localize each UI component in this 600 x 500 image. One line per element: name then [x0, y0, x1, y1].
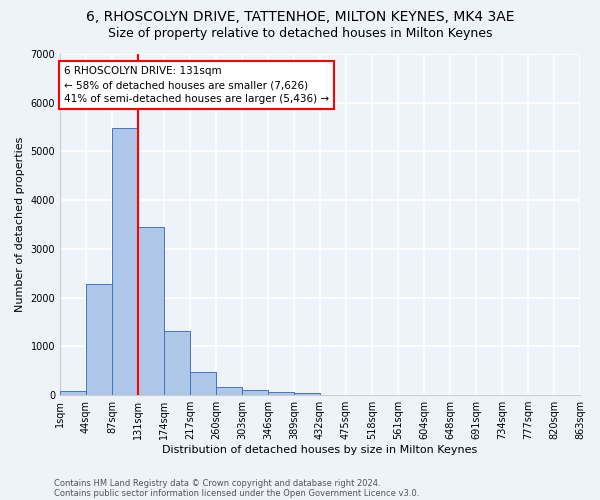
Bar [268, 392, 294, 395]
Bar [242, 390, 268, 395]
Text: 6, RHOSCOLYN DRIVE, TATTENHOE, MILTON KEYNES, MK4 3AE: 6, RHOSCOLYN DRIVE, TATTENHOE, MILTON KE… [86, 10, 514, 24]
Text: Contains HM Land Registry data © Crown copyright and database right 2024.: Contains HM Land Registry data © Crown c… [54, 478, 380, 488]
Bar [112, 128, 138, 395]
Text: 6 RHOSCOLYN DRIVE: 131sqm
← 58% of detached houses are smaller (7,626)
41% of se: 6 RHOSCOLYN DRIVE: 131sqm ← 58% of detac… [64, 66, 329, 104]
Text: Contains public sector information licensed under the Open Government Licence v3: Contains public sector information licen… [54, 488, 419, 498]
Bar [216, 387, 242, 395]
Bar [294, 392, 320, 395]
Bar [86, 284, 112, 395]
Bar [138, 228, 164, 395]
Y-axis label: Number of detached properties: Number of detached properties [15, 137, 25, 312]
Text: Size of property relative to detached houses in Milton Keynes: Size of property relative to detached ho… [108, 28, 492, 40]
Bar [60, 391, 86, 395]
Bar [164, 332, 190, 395]
X-axis label: Distribution of detached houses by size in Milton Keynes: Distribution of detached houses by size … [163, 445, 478, 455]
Bar [190, 372, 216, 395]
